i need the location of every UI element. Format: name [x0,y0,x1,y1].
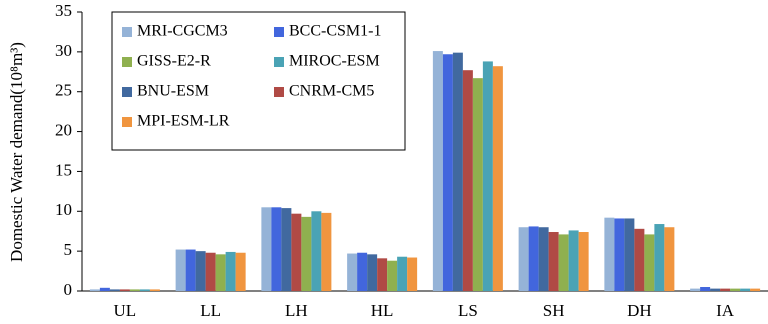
y-tick-label: 30 [55,41,72,60]
legend: MRI-CGCM3 BCC-CSM1-1 BNU-ESM CNRM-CM5 GISS-E… [122,23,381,130]
bar [175,249,186,291]
bar [538,227,549,291]
legend-swatch [122,57,132,67]
legend-label: MIROC-ESM [289,53,380,70]
y-tick-label: 20 [55,120,72,139]
bar [311,211,322,291]
bar [472,78,483,291]
legend-swatch [274,87,284,97]
bar [442,54,453,292]
bar [492,66,503,291]
bar [347,253,358,291]
bar [654,224,665,291]
bar [604,217,615,291]
bar [281,208,292,291]
bar [215,254,226,291]
bar [321,212,332,291]
y-tick-label: 5 [64,240,73,259]
y-tick-label: 0 [64,280,73,299]
bar [664,227,675,291]
x-tick-label: LH [285,301,308,320]
y-tick-label: 10 [55,200,72,219]
bar [301,216,312,291]
bar [261,207,272,291]
legend-swatch [122,87,132,97]
legend-label: MPI-ESM-LR [137,113,230,130]
bar [690,288,701,291]
legend-label: GISS-E2-R [137,53,211,70]
x-tick-label: UL [114,301,137,320]
bar [518,227,529,291]
y-axis-label: Domestic Water demand(10⁸m³) [7,42,26,262]
x-tick-label: DH [627,301,652,320]
bar [614,218,625,291]
bar [462,70,473,291]
legend-box [111,11,406,151]
x-tick-label: LS [458,301,478,320]
bar [700,287,711,291]
bar [548,232,559,291]
bar [578,232,589,291]
bar [482,61,493,292]
bar [271,207,282,291]
legend-swatch [274,57,284,67]
y-tick-label: 35 [55,1,72,20]
bar [710,288,721,291]
bar [432,51,443,292]
bar [109,289,120,291]
bar [129,289,140,291]
x-tick-label: HL [371,301,394,320]
bar [397,256,408,291]
bar [634,228,645,291]
bar [149,289,160,291]
bar [720,288,731,291]
bar [407,257,418,291]
legend-label: CNRM-CM5 [289,83,374,100]
bar [89,289,100,291]
x-tick-label: SH [543,301,565,320]
bar [185,249,196,291]
bar [568,230,579,291]
x-tick-label: LL [200,301,221,320]
legend-swatch [122,117,132,127]
y-tick-label: 25 [55,81,72,100]
bar [225,251,236,291]
bar [528,226,539,291]
legend-label: BNU-ESM [137,83,209,100]
bar [235,252,246,291]
bar [357,252,368,291]
bar [730,288,741,291]
legend-swatch [122,27,132,37]
bar [377,258,388,291]
bar [740,288,751,291]
bar [624,218,635,291]
bar [750,288,761,291]
bar [644,234,655,291]
bar [291,213,302,291]
legend-swatch [274,27,284,37]
bar [205,252,216,291]
bar [195,251,206,291]
x-tick-label: IA [716,301,735,320]
bar [367,254,378,291]
bar [139,289,150,291]
bar [452,52,463,292]
bar [99,287,110,291]
legend-label: MRI-CGCM3 [137,23,228,40]
bar [558,234,569,291]
legend-label: BCC-CSM1-1 [289,23,381,40]
y-tick-label: 15 [55,160,72,179]
bar [387,260,398,291]
bar [119,289,130,291]
